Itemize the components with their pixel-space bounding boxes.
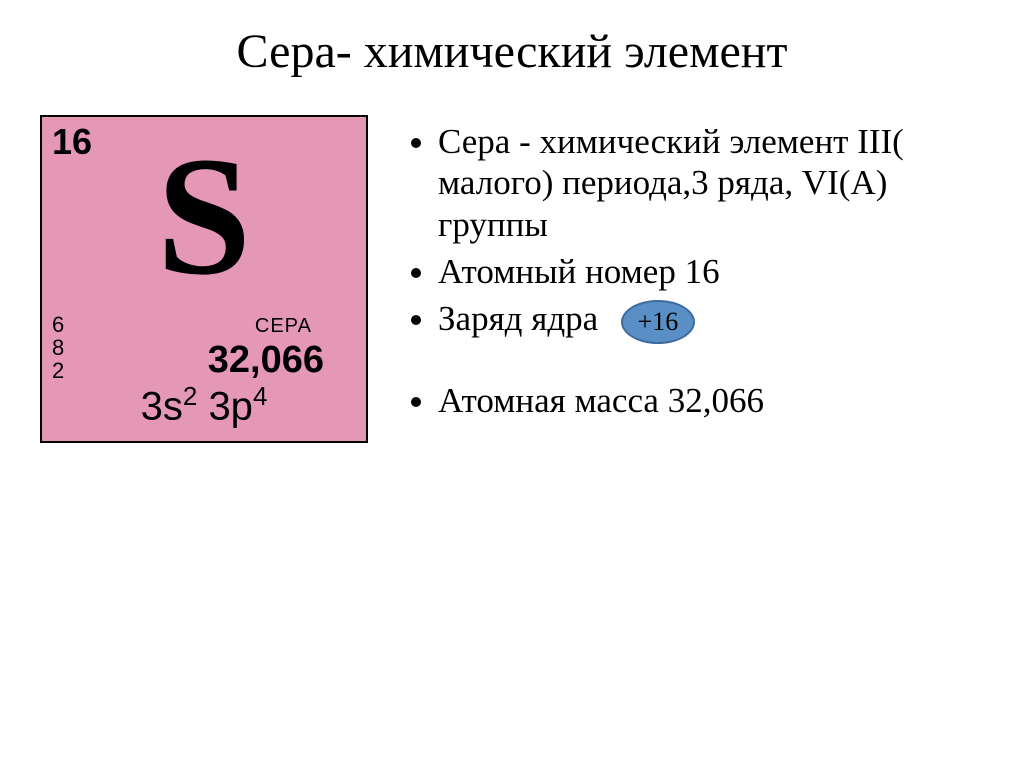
element-tile: 16 S 6 8 2 СЕРА 32,066 3s2 3p4: [40, 115, 368, 443]
element-tile-wrap: 16 S 6 8 2 СЕРА 32,066 3s2 3p4: [40, 103, 368, 443]
config-sup: 2: [183, 381, 197, 411]
nuclear-charge-oval: +16: [621, 300, 695, 344]
shell-value: 6: [52, 313, 64, 336]
bullet-item: Атомная масса 32,066: [438, 380, 984, 421]
atomic-mass-tile: 32,066: [208, 339, 324, 382]
electron-config: 3s2 3p4: [42, 381, 366, 429]
bullet-list: Сера - химический элемент III( малого) п…: [408, 121, 984, 344]
shell-value: 2: [52, 359, 64, 382]
config-part: 3s: [141, 384, 183, 428]
bullet-list-wrap: Сера - химический элемент III( малого) п…: [408, 103, 984, 443]
electron-shells: 6 8 2: [52, 313, 64, 382]
shell-value: 8: [52, 336, 64, 359]
element-symbol: S: [42, 131, 366, 301]
spacer: [408, 350, 984, 380]
bullet-item-charge: Заряд ядра +16: [438, 298, 984, 344]
content-row: 16 S 6 8 2 СЕРА 32,066 3s2 3p4 Сера - хи…: [0, 103, 1024, 443]
bullet-list-2: Атомная масса 32,066: [408, 380, 984, 421]
config-sup: 4: [253, 381, 267, 411]
config-part: 3p: [208, 384, 253, 428]
page-title: Сера- химический элемент: [0, 0, 1024, 103]
element-name: СЕРА: [255, 315, 312, 338]
charge-label: Заряд ядра: [438, 299, 598, 338]
bullet-item: Атомный номер 16: [438, 251, 984, 292]
bullet-item: Сера - химический элемент III( малого) п…: [438, 121, 984, 245]
